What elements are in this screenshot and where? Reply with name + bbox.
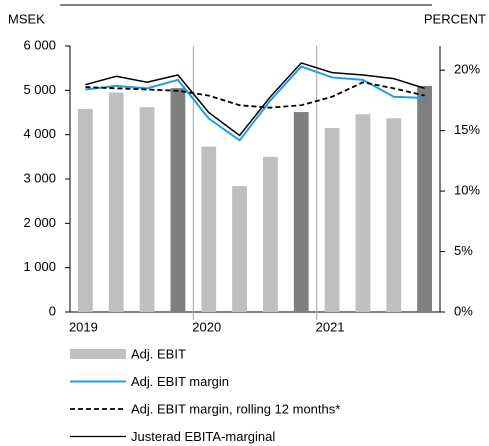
y-axis-label: MSEK (8, 11, 45, 26)
x-tick-label: 2021 (316, 319, 345, 334)
y-tick-label: 5 000 (23, 82, 56, 97)
bar (232, 186, 247, 312)
bar (355, 114, 371, 312)
bar (324, 128, 340, 312)
y-tick-label: 0 (49, 303, 56, 318)
bar (417, 85, 432, 313)
legend-label: Adj. EBIT margin, rolling 12 months* (131, 401, 340, 416)
bar (386, 118, 402, 312)
line (85, 62, 425, 137)
y-tick-label: 4 000 (23, 126, 56, 141)
y2-tick-label: 20% (454, 62, 480, 77)
bar (293, 112, 309, 312)
y2-tick-label: 15% (454, 122, 480, 137)
y2-tick-label: 5% (454, 243, 473, 258)
bar (108, 92, 124, 312)
y2-tick-label: 10% (454, 183, 480, 198)
y-tick-label: 1 000 (23, 259, 56, 274)
legend-swatch (70, 349, 126, 359)
y-tick-label: 2 000 (23, 215, 56, 230)
bar (78, 108, 93, 312)
bar (139, 107, 155, 313)
legend-label: Adj. EBIT margin (131, 374, 229, 389)
line (85, 81, 425, 109)
legend-label: Adj. EBIT (131, 346, 186, 361)
y2-axis-label: PERCENT (424, 11, 486, 26)
line (85, 65, 425, 142)
bar (263, 156, 278, 312)
y2-tick-label: 0% (454, 303, 473, 318)
legend-label: Justerad EBITA-marginal (131, 429, 275, 444)
bar (170, 88, 186, 312)
bar (201, 146, 217, 312)
y-tick-label: 3 000 (23, 170, 56, 185)
x-tick-label: 2020 (192, 319, 221, 334)
x-tick-label: 2019 (69, 319, 98, 334)
y-tick-label: 6 000 (23, 37, 56, 52)
